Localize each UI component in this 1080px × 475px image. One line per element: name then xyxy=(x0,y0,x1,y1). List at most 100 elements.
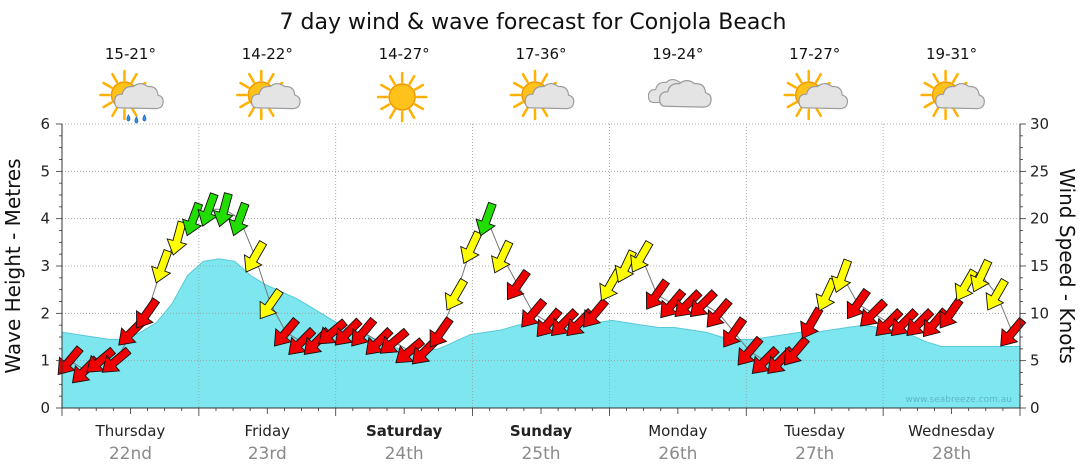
sun-ray xyxy=(111,72,119,84)
wind-arrow xyxy=(136,297,161,329)
sun-ray xyxy=(512,81,524,89)
sun-ray xyxy=(923,101,934,109)
wind-arrow xyxy=(859,298,888,327)
axes xyxy=(56,123,1026,416)
left-axis-label: Wave Height - Metres xyxy=(1,158,25,373)
sun-cloud-weather-icon xyxy=(783,69,849,121)
wind-arrow-shape xyxy=(273,316,300,347)
wind-arrow-shape xyxy=(970,258,993,293)
wind-arrow-shape xyxy=(830,258,853,294)
cloud-icon xyxy=(935,82,985,110)
sun-ray xyxy=(380,103,391,111)
cloud-shape xyxy=(114,82,164,110)
cloud-weather-icon xyxy=(647,79,712,108)
cloud-icon xyxy=(659,79,712,108)
wind-arrow xyxy=(101,346,132,373)
wind-arrow-shape xyxy=(318,318,348,345)
day-name: Wednesday xyxy=(908,422,995,440)
sun-ray xyxy=(267,72,275,84)
sun-ray xyxy=(102,81,113,89)
right-tick-label: 5 xyxy=(1030,352,1040,370)
wind-arrow-shape xyxy=(521,297,548,328)
wind-arrow xyxy=(181,201,204,237)
day-name: Friday xyxy=(245,422,291,440)
wind-arrow xyxy=(985,277,1009,311)
sun-ray xyxy=(388,108,396,120)
wind-arrow-shape xyxy=(395,337,426,364)
wind-arrow xyxy=(166,220,188,256)
wind-arrow-shape xyxy=(737,335,764,366)
cloud-icon xyxy=(114,82,164,110)
cloud-shape xyxy=(250,82,301,110)
sun-ray xyxy=(248,106,256,118)
wind-arrow-shape xyxy=(723,316,748,348)
day-date: 24th xyxy=(385,444,424,464)
left-tick-label: 0 xyxy=(40,399,50,417)
sun-ray xyxy=(512,101,524,109)
day-date: 22nd xyxy=(109,444,152,464)
right-tick-label: 0 xyxy=(1030,399,1040,417)
day-date: 23rd xyxy=(248,444,287,464)
sun-ray xyxy=(130,72,138,84)
wind-arrow xyxy=(460,230,483,265)
wind-arrow-shape xyxy=(491,239,514,274)
wind-arrow-shape xyxy=(136,297,161,329)
sun-ray xyxy=(102,101,113,109)
day-date: 26th xyxy=(658,444,697,464)
wind-arrow xyxy=(273,316,300,347)
sun-cloud-weather-icon xyxy=(509,69,575,121)
wind-arrow-shape xyxy=(101,346,132,373)
wind-arrow xyxy=(506,268,531,301)
cloud-shape xyxy=(524,82,575,110)
wind-arrow xyxy=(150,249,173,284)
wind-arrow xyxy=(212,192,234,228)
day-temperature: 14-22° xyxy=(242,45,293,63)
sun-ray xyxy=(541,72,549,84)
sun-ray xyxy=(795,72,803,84)
sun-ray xyxy=(814,72,822,84)
wind-arrow-shape xyxy=(379,327,410,354)
sun-ray xyxy=(923,81,934,89)
sun-ray xyxy=(388,74,396,86)
wind-arrow-shape xyxy=(212,192,234,228)
weather-icon-row xyxy=(99,69,985,124)
cloud-shape xyxy=(935,82,985,110)
wind-arrow-shape xyxy=(583,297,610,328)
wind-arrow-shape xyxy=(689,289,718,318)
wind-arrow xyxy=(906,308,935,337)
wind-arrow-shape xyxy=(1000,316,1027,347)
sun-ray xyxy=(795,106,803,118)
left-tick-label: 2 xyxy=(40,304,50,322)
wind-arrow-shape xyxy=(57,345,84,376)
wind-arrow xyxy=(228,201,250,237)
wind-arrow-shape xyxy=(243,240,268,273)
wind-arrow-shape xyxy=(429,316,454,348)
day-labels: Thursday 22nd Friday 23rd Saturday 24th Sunday… xyxy=(95,422,996,464)
wind-arrow xyxy=(243,240,268,273)
raindrop xyxy=(142,114,147,122)
wind-arrow-shape xyxy=(150,249,173,284)
right-axis-ticks: 0 5 10 15 20 25 30 xyxy=(1030,115,1049,417)
sun-ray xyxy=(932,106,940,118)
left-tick-label: 5 xyxy=(40,162,50,180)
wind-arrow-shape xyxy=(475,201,497,237)
day-date: 25th xyxy=(521,444,560,464)
cloud-shape xyxy=(798,82,849,110)
sun-cloud-weather-icon xyxy=(236,69,301,121)
left-tick-label: 1 xyxy=(40,352,50,370)
sun-ray xyxy=(239,101,250,109)
chart-title: 7 day wind & wave forecast for Conjola B… xyxy=(280,10,787,35)
wind-arrow xyxy=(351,316,378,347)
wind-arrow xyxy=(706,297,733,328)
sun-ray xyxy=(786,81,797,89)
wind-arrow xyxy=(583,297,610,328)
wind-arrow-shape xyxy=(166,220,188,256)
right-tick-label: 25 xyxy=(1030,162,1049,180)
wind-arrow xyxy=(444,277,469,311)
cloud-icon xyxy=(250,82,301,110)
wind-arrow xyxy=(491,239,514,274)
sun-rain-weather-icon xyxy=(99,69,164,124)
wind-arrow xyxy=(689,289,718,318)
wind-arrow xyxy=(259,287,284,320)
